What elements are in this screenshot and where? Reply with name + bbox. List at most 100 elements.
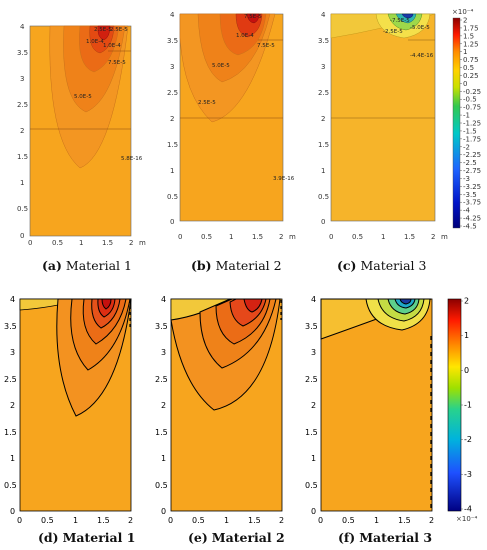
panel-b-contour-region-5 (246, 13, 260, 24)
caption-a: (a) Material 1 (42, 258, 132, 273)
panel-b-y-tick-5: 2 (170, 115, 174, 123)
panel-c-y-tick-7: 1 (321, 167, 325, 175)
panel-e-x-tick-5: 2 (279, 516, 284, 525)
bottom-colorbar-tick-label-2: 1 (464, 331, 469, 340)
panel-f-x-tick-4: 1.5 (398, 516, 411, 525)
caption-d-text: Material 1 (62, 530, 136, 545)
panel-d-x-tick-1: 0 (17, 516, 22, 525)
panel-d-x-tick-4: 1.5 (97, 516, 110, 525)
panel-c: -7.5E-5 -2.5E-5 -5.0E-5 -4.4E-16 0 0.5 1… (318, 11, 448, 241)
panel-b-x-unit: m (289, 233, 296, 241)
panel-a-y-tick-9: 0 (20, 232, 24, 240)
top-colorbar-tick-label-7: 0.5 (463, 64, 474, 72)
panel-a-contour-region-5 (97, 25, 111, 41)
panel-e-y-tick-9: 0 (161, 507, 166, 516)
panel-e-x-tick-4: 1.5 (248, 516, 261, 525)
panel-a-contour-label-3: 1.0E-4 (86, 39, 104, 45)
panel-d-y-tick-8: 0.5 (4, 481, 17, 490)
panel-c-x-tick-4: 1.5 (404, 233, 415, 241)
panel-d-y-tick-6: 1.5 (4, 428, 17, 437)
top-colorbar-gradient (452, 17, 461, 229)
top-colorbar-tick-label-14: -1.25 (463, 120, 481, 128)
panel-c-x-tick-3: 1 (381, 233, 385, 241)
top-colorbar-tick-label-23: -3.5 (463, 191, 477, 199)
panel-a-y-tick-1: 4 (20, 23, 25, 31)
panel-a: 2.5E-5 2.5E-5 1.0E-4 1.0E-4 7.5E-5 5.0E-… (17, 23, 146, 247)
top-colorbar-tick-label-1: 2 (463, 17, 467, 25)
top-colorbar-tick-label-15: -1.5 (463, 127, 477, 135)
panel-a-contour-label-2: 2.5E-5 (110, 27, 128, 33)
panel-a-y-tick-7: 1 (20, 179, 24, 187)
top-colorbar-tick-label-20: -2.75 (463, 167, 481, 175)
top-colorbar-tick-label-22: -3.25 (463, 183, 481, 191)
panel-c-contour-label-1: -7.5E-5 (390, 18, 410, 24)
panel-c-anomaly-core (401, 13, 414, 19)
panel-b-contour-label-5: 2.5E-5 (198, 100, 216, 106)
top-colorbar: ×10⁻⁴ 21.751.51.2510.750.50.250-0.25-0.5… (452, 8, 481, 231)
panel-a-x-tick-3: 1 (79, 239, 83, 247)
bottom-colorbar-tick-label-3: 0 (464, 366, 469, 375)
panel-e: 0 0.5 1 1.5 2 4 3.5 3 2.5 2 1.5 1 0.5 0 (155, 295, 284, 525)
panel-b-contour-label-1: 7.5E-5 (244, 14, 262, 20)
top-colorbar-tick-label-2: 1.75 (463, 24, 479, 32)
top-colorbar-exponent: ×10⁻⁴ (452, 8, 473, 16)
panel-b-contour-label-3: 7.5E-5 (257, 43, 275, 49)
panel-e-y-tick-4: 2.5 (155, 375, 168, 384)
panel-b-x-tick-3: 1 (229, 233, 233, 241)
panel-b: 7.5E-5 1.0E-4 7.5E-5 5.0E-5 2.5E-5 3.9E-… (167, 11, 296, 241)
panel-c-y-tick-1: 4 (321, 11, 326, 19)
panel-c-y-tick-6: 1.5 (318, 141, 329, 149)
panel-e-x-tick-1: 0 (168, 516, 173, 525)
top-colorbar-tick-label-5: 1 (463, 48, 467, 56)
panel-d-contour-6 (101, 298, 112, 310)
panel-d-y-tick-7: 1 (10, 454, 15, 463)
panel-a-x-tick-2: 0.5 (52, 239, 63, 247)
bottom-colorbar-gradient (447, 298, 462, 512)
panel-e-y-tick-2: 3.5 (155, 322, 168, 331)
panel-b-x-tick-1: 0 (178, 233, 182, 241)
panel-b-y-tick-3: 3 (170, 63, 174, 71)
panel-e-y-tick-8: 0.5 (155, 481, 168, 490)
panel-d-x-tick-2: 0.5 (41, 516, 54, 525)
panel-d-y-tick-5: 2 (10, 401, 15, 410)
panel-b-y-tick-2: 3.5 (167, 37, 178, 45)
panel-a-y-tick-3: 3 (20, 75, 24, 83)
caption-c-letter: (c) (337, 258, 357, 273)
caption-f-text: Material 3 (359, 530, 433, 545)
panel-f-y-tick-9: 0 (311, 507, 316, 516)
panel-f-x-tick-1: 0 (318, 516, 323, 525)
top-colorbar-tick-label-6: 0.75 (463, 56, 479, 64)
panel-e-x-tick-3: 1 (224, 516, 229, 525)
panel-a-contour-label-7: 5.8E-16 (121, 156, 143, 162)
top-colorbar-tick-label-18: -2.25 (463, 151, 481, 159)
bottom-colorbar-tick-label-1: 2 (464, 297, 469, 306)
top-colorbar-tick-label-8: 0.25 (463, 72, 479, 80)
panel-a-y-tick-4: 2.5 (17, 101, 28, 109)
panel-c-contour-label-4: -4.4E-16 (410, 53, 434, 59)
panel-a-contour-label-5: 7.5E-5 (108, 60, 126, 66)
panel-c-x-unit: m (441, 233, 448, 241)
panel-a-x-tick-1: 0 (28, 239, 32, 247)
panel-f-y-tick-4: 2.5 (305, 375, 318, 384)
panel-c-x-tick-5: 2 (431, 233, 435, 241)
caption-a-letter: (a) (42, 258, 62, 273)
caption-b: (b) Material 2 (191, 258, 282, 273)
top-colorbar-tick-label-25: -4 (463, 207, 471, 215)
panel-f-y-tick-5: 2 (311, 401, 316, 410)
top-colorbar-tick-label-17: -2 (463, 143, 470, 151)
panel-d: 0 0.5 1 1.5 2 4 3.5 3 2.5 2 1.5 1 0.5 0 (4, 295, 133, 525)
panel-c-y-tick-3: 3 (321, 63, 325, 71)
top-colorbar-tick-label-26: -4.25 (463, 215, 481, 223)
bottom-colorbar-tick-label-5: -2 (464, 435, 472, 444)
panel-f-y-tick-2: 3.5 (305, 322, 318, 331)
panel-e-x-tick-2: 0.5 (192, 516, 205, 525)
panel-b-y-tick-6: 1.5 (167, 141, 178, 149)
panel-f-x-tick-5: 2 (429, 516, 434, 525)
top-colorbar-tick-label-24: -3.75 (463, 199, 481, 207)
top-colorbar-tick-label-9: 0 (463, 80, 467, 88)
panel-f-anomaly-core (399, 298, 412, 305)
panel-b-x-tick-4: 1.5 (252, 233, 263, 241)
panel-b-contour-label-6: 3.9E-16 (273, 176, 295, 182)
panel-a-contour-label-1: 2.5E-5 (94, 27, 112, 33)
caption-b-letter: (b) (191, 258, 212, 273)
